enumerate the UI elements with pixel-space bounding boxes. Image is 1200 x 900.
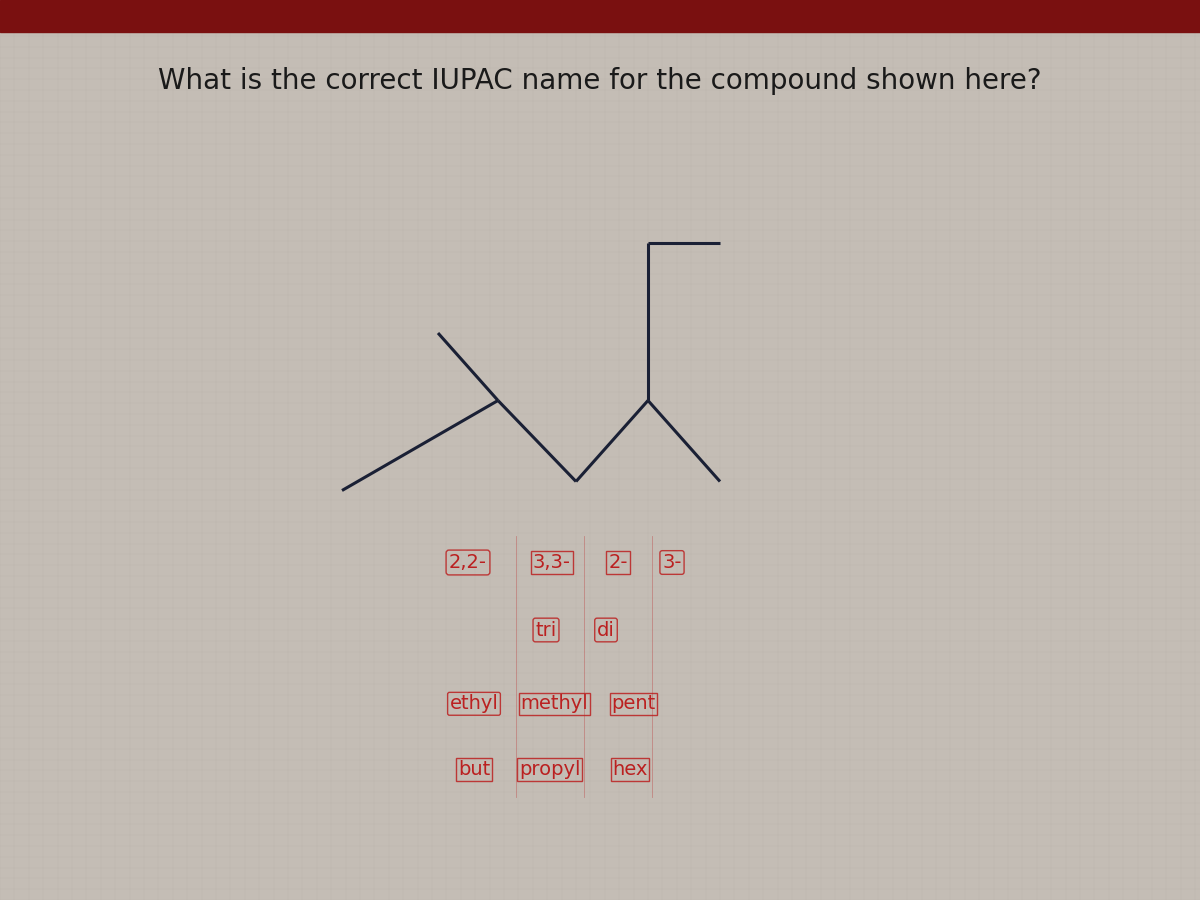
Text: ethyl: ethyl [450, 694, 498, 714]
Text: di: di [598, 620, 614, 640]
Text: pent: pent [612, 694, 655, 714]
Text: but: but [458, 760, 490, 779]
Text: 3,3-: 3,3- [533, 553, 571, 572]
Text: propyl: propyl [518, 760, 581, 779]
Bar [0, 0, 1200, 32]
Text: 3-: 3- [662, 553, 682, 572]
Text: hex: hex [612, 760, 648, 779]
Text: tri: tri [535, 620, 557, 640]
Text: 2,2-: 2,2- [449, 553, 487, 572]
Text: What is the correct IUPAC name for the compound shown here?: What is the correct IUPAC name for the c… [158, 67, 1042, 95]
Text: 2-: 2- [608, 553, 628, 572]
Text: methyl: methyl [521, 694, 588, 714]
